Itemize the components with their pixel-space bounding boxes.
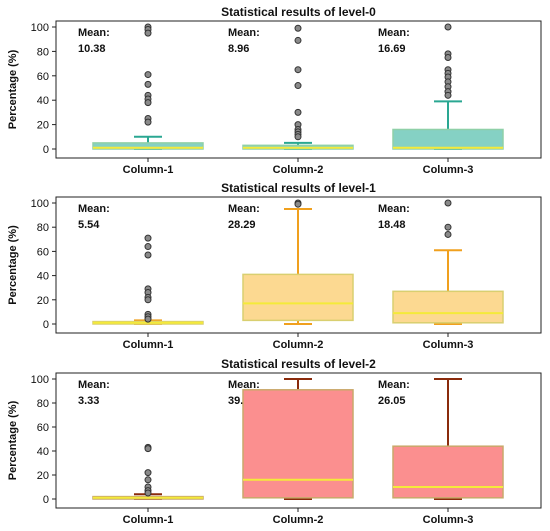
outlier-point: [294, 66, 302, 74]
mean-value: 10.38: [78, 43, 106, 55]
chart-panel-0: Statistical results of level-0 0 20 40 60 80 1…: [7, 5, 542, 176]
outlier-point: [144, 296, 152, 304]
outlier-point: [444, 230, 452, 238]
y-axis-label: Percentage (%): [7, 49, 19, 129]
outlier-point: [144, 469, 152, 477]
box-column-3: Column-3 Mean: 16.69: [378, 23, 504, 176]
outlier-point: [144, 251, 152, 259]
outlier-point: [144, 445, 152, 453]
y-tick-label: 60: [37, 71, 49, 83]
outlier-point: [294, 82, 302, 90]
box-column-3: Column-3 Mean: 26.05: [378, 378, 504, 526]
y-axis-label: Percentage (%): [7, 225, 19, 305]
chart-panel-1: Statistical results of level-1 0 20 40 60 80 1…: [7, 181, 542, 351]
mean-label: Mean:: [78, 27, 110, 39]
y-axis-label: Percentage (%): [7, 400, 19, 480]
mean-label: Mean:: [228, 203, 260, 215]
mean-value: 3.33: [78, 395, 99, 407]
outlier-point: [144, 476, 152, 484]
box-column-2: Column-2 Mean: 8.96: [228, 24, 354, 176]
outlier-point: [144, 315, 152, 323]
box-body: [392, 445, 504, 499]
outlier-point: [294, 133, 302, 141]
mean-value: 5.54: [78, 219, 100, 231]
outlier-point: [444, 223, 452, 231]
outlier-point: [144, 71, 152, 79]
mean-label: Mean:: [378, 379, 410, 391]
chart-panel-2: Statistical results of level-2 0 20 40 60 80 1…: [7, 357, 542, 526]
mean-value: 8.96: [228, 43, 249, 55]
outlier-point: [444, 23, 452, 31]
y-tick-label: 60: [37, 422, 49, 434]
mean-value: 28.29: [228, 219, 256, 231]
box-column-3: Column-3 Mean: 18.48: [378, 199, 504, 351]
outlier-point: [144, 243, 152, 251]
outlier-point: [144, 80, 152, 88]
box-column-1: Column-1 Mean: 5.54: [78, 203, 204, 351]
outlier-point: [294, 200, 302, 208]
mean-label: Mean:: [78, 379, 110, 391]
y-tick-label: 40: [37, 446, 49, 458]
x-tick-label: Column-3: [423, 164, 474, 176]
box-column-1: Column-1 Mean: 3.33: [78, 379, 204, 526]
outlier-point: [294, 24, 302, 32]
mean-value: 16.69: [378, 43, 406, 55]
y-tick-label: 40: [37, 271, 49, 283]
y-tick-label: 0: [43, 319, 49, 331]
mean-value: 26.05: [378, 395, 406, 407]
y-tick-label: 100: [31, 198, 49, 210]
outlier-point: [144, 99, 152, 107]
chart-title: Statistical results of level-2: [221, 357, 376, 371]
y-tick-label: 0: [43, 144, 49, 156]
outlier-point: [444, 54, 452, 61]
outlier-point: [294, 36, 302, 44]
x-tick-label: Column-3: [423, 339, 474, 351]
y-tick-label: 80: [37, 398, 49, 410]
outlier-point: [144, 234, 152, 242]
box-body: [92, 142, 204, 150]
chart-title: Statistical results of level-0: [221, 5, 376, 19]
mean-label: Mean:: [78, 203, 110, 215]
chart-title: Statistical results of level-1: [221, 181, 376, 195]
y-tick-label: 80: [37, 46, 49, 58]
x-tick-label: Column-1: [123, 339, 174, 351]
x-tick-label: Column-2: [273, 339, 324, 351]
x-tick-label: Column-1: [123, 164, 174, 176]
box-body: [242, 273, 354, 322]
outlier-point: [294, 108, 302, 116]
mean-label: Mean:: [228, 379, 260, 391]
outlier-point: [144, 29, 152, 37]
x-tick-label: Column-1: [123, 514, 174, 526]
y-tick-label: 20: [37, 120, 49, 132]
x-tick-label: Column-3: [423, 514, 474, 526]
y-tick-label: 20: [37, 470, 49, 482]
y-tick-label: 100: [31, 22, 49, 34]
box-body: [392, 290, 504, 324]
box-body: [392, 128, 504, 150]
mean-value: 18.48: [378, 219, 406, 231]
x-tick-label: Column-2: [273, 164, 324, 176]
box-column-1: Column-1 Mean: 10.38: [78, 23, 204, 176]
mean-label: Mean:: [228, 27, 260, 39]
x-tick-label: Column-2: [273, 514, 324, 526]
y-tick-label: 60: [37, 246, 49, 258]
y-tick-label: 20: [37, 295, 49, 307]
mean-label: Mean:: [378, 203, 410, 215]
y-tick-label: 100: [31, 374, 49, 386]
outlier-point: [144, 489, 152, 497]
box-body: [242, 389, 354, 499]
box-column-2: Column-2 Mean: 28.29: [228, 199, 354, 351]
y-tick-label: 40: [37, 95, 49, 107]
y-tick-label: 80: [37, 222, 49, 234]
mean-label: Mean:: [378, 27, 410, 39]
outlier-point: [444, 91, 452, 99]
y-tick-label: 0: [43, 494, 49, 506]
outlier-point: [444, 199, 452, 207]
outlier-point: [144, 118, 152, 126]
